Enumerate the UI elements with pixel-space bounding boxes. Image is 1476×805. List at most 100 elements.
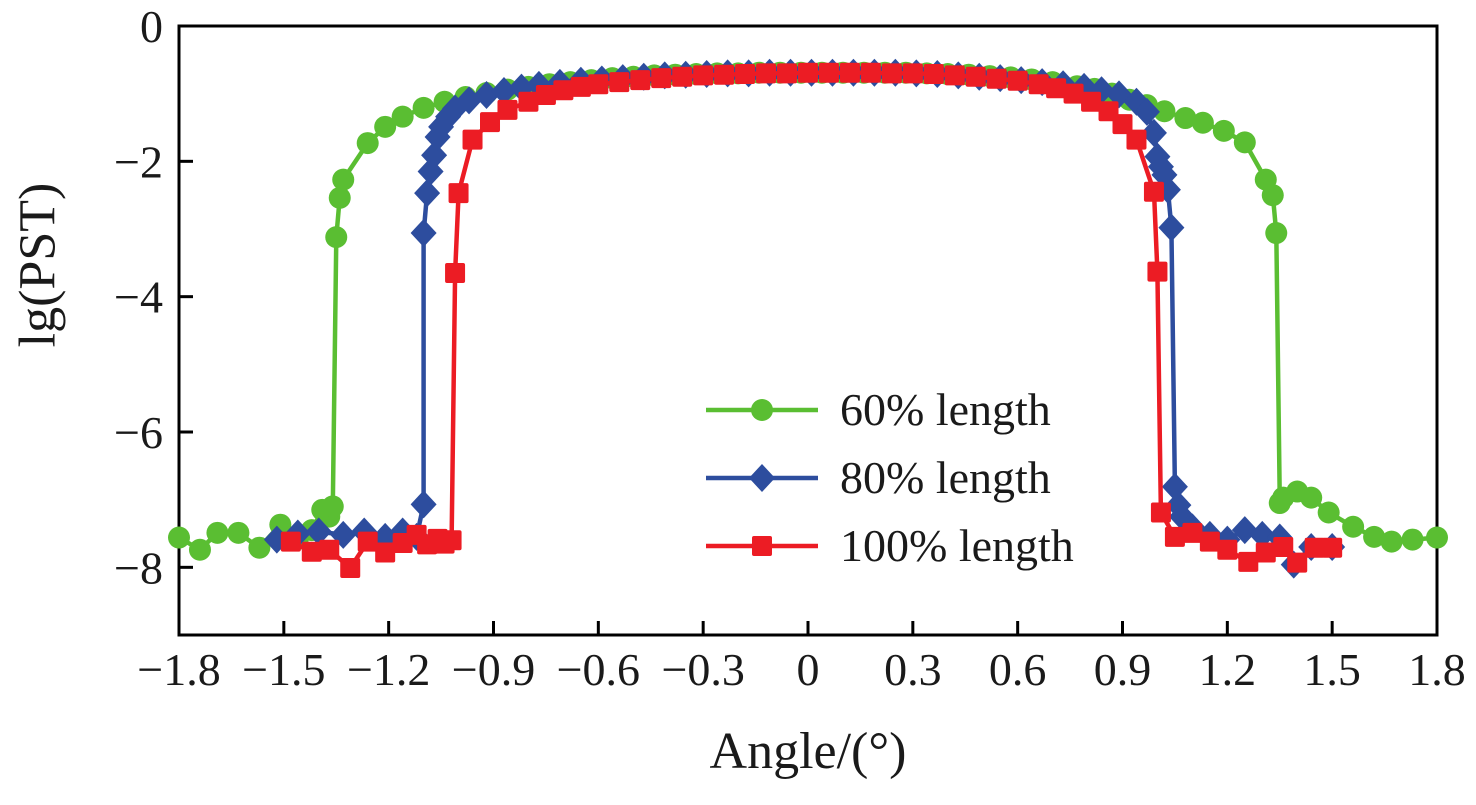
x-tick-label: −1.8 [137, 644, 220, 695]
legend-label: 60% length [840, 384, 1051, 435]
series-marker-square [445, 262, 466, 283]
series-marker-diamond [1158, 213, 1185, 242]
series-marker-square [1112, 114, 1133, 135]
series-marker-square [518, 91, 539, 112]
legend-swatch-circle-icon [706, 399, 818, 421]
series-marker-square [448, 183, 469, 204]
series-marker-square [752, 536, 772, 556]
series-marker-circle [1342, 515, 1365, 538]
series-100-length [280, 62, 1343, 579]
series-marker-circle [1380, 530, 1403, 553]
series-marker-diamond [490, 76, 517, 105]
x-tick-label: 0.9 [1094, 644, 1152, 695]
series-marker-square [1273, 537, 1294, 558]
series-marker-square [480, 112, 501, 133]
series-marker-diamond [1161, 472, 1188, 501]
series-marker-circle [1363, 525, 1386, 548]
x-axis-title: Angle/(°) [709, 723, 907, 780]
series-marker-square [1126, 129, 1147, 150]
x-tick-label: 1.8 [1408, 644, 1466, 695]
series-marker-square [1322, 537, 1343, 558]
series-marker-circle [168, 526, 190, 549]
legend-item-60-length: 60% length [702, 382, 1074, 438]
x-tick-label: −0.6 [557, 644, 640, 695]
series-marker-diamond [410, 219, 437, 248]
y-tick-label: −4 [114, 272, 163, 323]
series-marker-square [570, 76, 591, 97]
legend-item-100-length: 100% length [702, 518, 1074, 574]
series-marker-square [693, 65, 714, 86]
series-marker-circle [1233, 131, 1256, 154]
series-marker-circle [1426, 526, 1448, 549]
series-marker-square [818, 62, 839, 83]
series-marker-circle [227, 521, 250, 544]
series-marker-square [357, 531, 378, 552]
x-tick-label: −1.5 [242, 644, 325, 695]
series-marker-circle [188, 538, 211, 561]
series-marker-square [756, 63, 777, 84]
series-marker-square [1147, 261, 1168, 282]
x-tick-label: −1.2 [347, 644, 430, 695]
x-tick-label: −0.3 [661, 644, 744, 695]
series-marker-square [944, 65, 965, 86]
series-marker-square [860, 62, 881, 83]
series-marker-circle [1261, 184, 1284, 207]
series-marker-circle [356, 132, 379, 155]
series-marker-square [881, 63, 902, 84]
series-marker-diamond [421, 141, 448, 170]
series-marker-circle [751, 399, 773, 421]
series-marker-square [902, 63, 923, 84]
series-marker-square [1143, 181, 1164, 202]
series-marker-circle [1174, 107, 1197, 130]
x-tick-label: 1.5 [1303, 644, 1361, 695]
series-marker-square [923, 64, 944, 85]
series-marker-square [535, 85, 556, 106]
series-marker-circle [321, 495, 344, 518]
series-marker-circle [1153, 100, 1176, 123]
series-marker-square [553, 80, 574, 101]
series-marker-square [1081, 91, 1102, 112]
series-marker-square [986, 68, 1007, 89]
series-marker-square [462, 129, 483, 150]
series-marker-circle [391, 105, 414, 128]
series-marker-square [340, 558, 361, 579]
series-marker-square [588, 74, 609, 95]
series-marker-circle [332, 168, 355, 191]
series-marker-square [319, 539, 340, 560]
series-marker-circle [412, 96, 435, 119]
series-marker-square [1217, 539, 1238, 560]
series-marker-square [1063, 83, 1084, 104]
series-marker-diamond [1231, 516, 1258, 545]
y-tick-label: −2 [114, 136, 163, 187]
series-marker-circle [374, 115, 397, 138]
series-marker-square [965, 66, 986, 87]
y-tick-label: −8 [114, 542, 163, 593]
series-marker-diamond [1140, 118, 1167, 147]
series-marker-circle [248, 536, 271, 559]
series-marker-circle [325, 226, 348, 249]
series-marker-diamond [1165, 491, 1192, 520]
series-marker-circle [1317, 501, 1340, 524]
series-marker-square [1028, 74, 1049, 95]
series-marker-square [1238, 551, 1259, 572]
series-marker-diamond [1133, 97, 1160, 126]
series-marker-square [301, 541, 322, 562]
series-marker-square [441, 530, 462, 551]
series-marker-square [1046, 78, 1067, 99]
series-marker-square [777, 63, 798, 84]
series-marker-square [375, 542, 396, 563]
series-marker-square [280, 531, 301, 552]
series-marker-square [609, 72, 630, 93]
legend-swatch-diamond-icon [706, 464, 818, 492]
series-marker-circle [1191, 111, 1214, 134]
x-tick-label: 0.3 [884, 644, 942, 695]
series-marker-square [798, 62, 818, 83]
series-marker-square [1255, 542, 1276, 563]
series-marker-square [839, 62, 860, 83]
y-axis-title: lg(PST) [9, 182, 67, 348]
x-tick-label: −0.9 [452, 644, 535, 695]
series-marker-diamond [305, 517, 332, 546]
series-marker-square [497, 99, 518, 120]
